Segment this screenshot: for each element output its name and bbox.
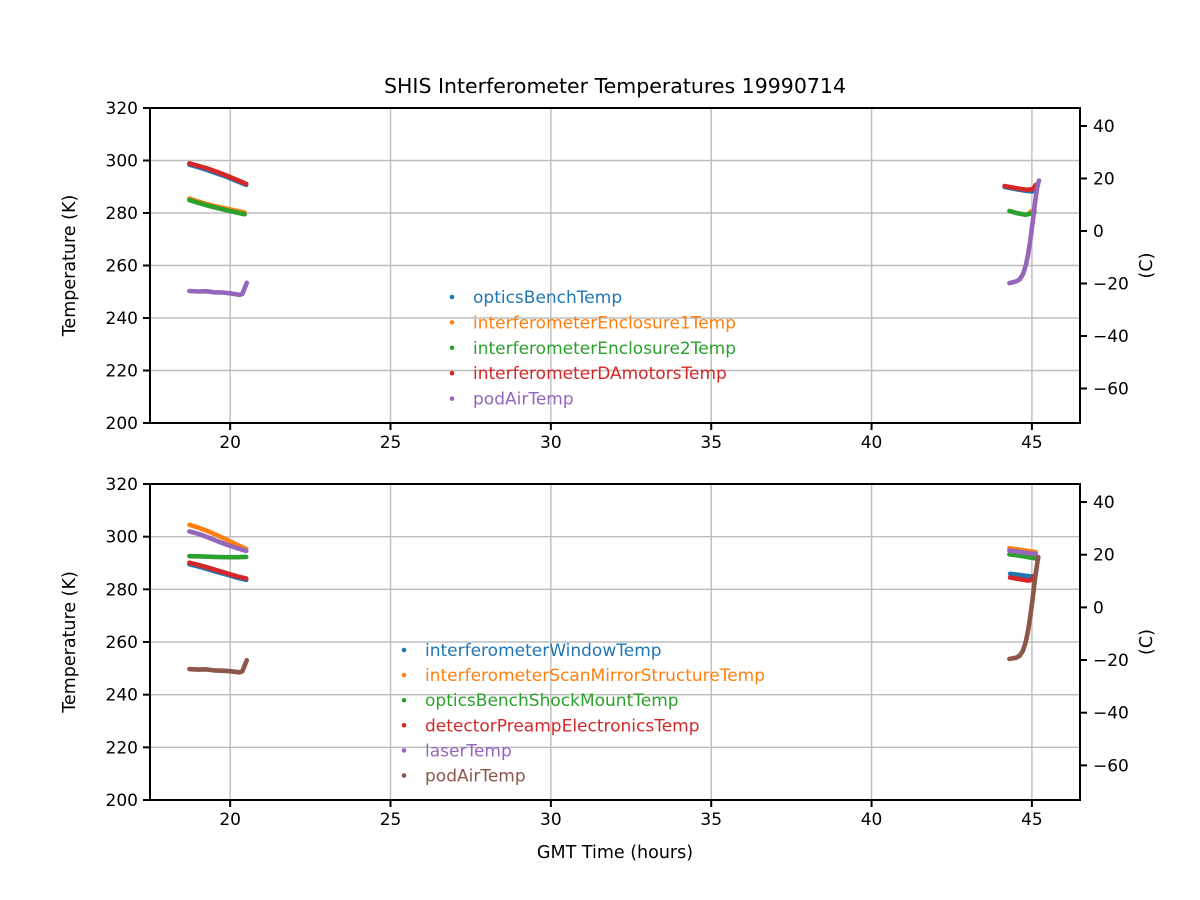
- c-tick-label-0: 0: [1093, 598, 1104, 618]
- charts-group: 20 25 30 35 40 4520022024026028030032040200−2…: [106, 99, 1129, 830]
- legend-marker-laserTemp: [401, 748, 407, 753]
- legend-label-interferometerEnclosure2Temp: interferometerEnclosure2Temp: [473, 339, 736, 359]
- series-interferometerEnclosure2Temp-seg0: [187, 197, 247, 217]
- legend-label-interferometerDAmotorsTemp: interferometerDAmotorsTemp: [473, 364, 727, 384]
- y-tick-label-260: 260: [106, 633, 138, 653]
- c-tick-label-20: 20: [1093, 169, 1115, 189]
- legend-marker-opticsBenchShockMountTemp: [401, 697, 407, 703]
- c-tick-label--40: −40: [1093, 704, 1129, 724]
- y-tick-label-300: 300: [106, 152, 138, 172]
- series-interferometerEnclosure2Temp-seg1: [1007, 208, 1037, 218]
- legend-marker-podAirTemp: [449, 396, 455, 401]
- legend-marker-interferometerScanMirrorStructureTemp: [401, 672, 407, 678]
- legend-marker-interferometerDAmotorsTemp: [449, 370, 455, 376]
- legend-label-podAirTemp: podAirTemp: [425, 767, 526, 787]
- x-axis-label: GMT Time (hours): [537, 843, 693, 863]
- y-tick-label-320: 320: [106, 475, 138, 495]
- c-tick-label--20: −20: [1093, 274, 1129, 294]
- y-tick-label-300: 300: [106, 528, 138, 548]
- series-podAirTemp-seg1: [1007, 554, 1041, 662]
- c-tick-label-40: 40: [1093, 493, 1115, 513]
- legend-marker-detectorPreampElectronicsTemp: [401, 723, 407, 728]
- legend-marker-interferometerEnclosure1Temp: [449, 320, 455, 325]
- c-tick-label-0: 0: [1093, 222, 1104, 242]
- c-tick-label--20: −20: [1093, 651, 1129, 671]
- series-laserTemp-seg1: [1007, 548, 1038, 557]
- x-tick-label-45: 45: [1021, 810, 1043, 830]
- x-tick-label-30: 30: [540, 810, 562, 830]
- x-tick-label-35: 35: [700, 810, 722, 830]
- y-tick-label-220: 220: [106, 362, 138, 382]
- y-tick-label-200: 200: [106, 791, 138, 811]
- y-tick-label-320: 320: [106, 99, 138, 119]
- series-laserTemp-seg0: [187, 529, 249, 554]
- x-tick-label-35: 35: [700, 433, 722, 453]
- legend: interferometerWindowTemp interferometerSc…: [401, 641, 765, 787]
- x-tick-label-25: 25: [380, 433, 402, 453]
- series-opticsBenchShockMountTemp-seg1: [1007, 552, 1038, 561]
- legend-marker-interferometerEnclosure2Temp: [449, 345, 455, 351]
- legend-label-interferometerEnclosure1Temp: interferometerEnclosure1Temp: [473, 313, 736, 333]
- legend-marker-podAirTemp: [401, 773, 407, 778]
- series-interferometerDAmotorsTemp-seg1: [1002, 182, 1038, 193]
- y-tick-label-240: 240: [106, 686, 138, 706]
- x-tick-label-40: 40: [861, 810, 883, 830]
- c-axis-label-bottom: (C): [1137, 629, 1157, 655]
- y-tick-label-280: 280: [106, 204, 138, 224]
- c-tick-label--60: −60: [1093, 379, 1129, 399]
- legend-label-opticsBenchTemp: opticsBenchTemp: [473, 288, 622, 308]
- legend-label-detectorPreampElectronicsTemp: detectorPreampElectronicsTemp: [425, 716, 700, 736]
- legend-label-laserTemp: laserTemp: [425, 741, 512, 761]
- legend-label-interferometerWindowTemp: interferometerWindowTemp: [425, 641, 662, 661]
- legend-marker-opticsBenchTemp: [449, 294, 455, 300]
- series-podAirTemp-seg0: [187, 280, 250, 298]
- legend: opticsBenchTemp interferometerEnclosure1T…: [449, 288, 736, 410]
- legend-marker-interferometerWindowTemp: [401, 647, 407, 653]
- subplot-bottom: 20 25 30 35 40 4520022024026028030032040200−2…: [106, 475, 1129, 830]
- legend-label-opticsBenchShockMountTemp: opticsBenchShockMountTemp: [425, 691, 679, 711]
- chart-title: SHIS Interferometer Temperatures 1999071…: [384, 74, 846, 98]
- c-tick-label--40: −40: [1093, 327, 1129, 347]
- legend-label-podAirTemp: podAirTemp: [473, 390, 574, 410]
- series-interferometerScanMirrorStructureTemp-seg0: [187, 522, 249, 552]
- series-interferometerWindowTemp-seg1: [1007, 571, 1037, 579]
- y-tick-label-260: 260: [106, 257, 138, 277]
- c-tick-label-40: 40: [1093, 117, 1115, 137]
- x-tick-label-30: 30: [540, 433, 562, 453]
- x-tick-label-25: 25: [380, 810, 402, 830]
- series-opticsBenchShockMountTemp-seg0: [187, 553, 249, 560]
- y-tick-label-280: 280: [106, 580, 138, 600]
- y-tick-label-240: 240: [106, 309, 138, 329]
- x-tick-label-20: 20: [219, 433, 241, 453]
- x-tick-label-20: 20: [219, 810, 241, 830]
- y-axis-label-bottom: Temperature (K): [60, 571, 80, 714]
- y-tick-label-200: 200: [106, 414, 138, 434]
- legend-label-interferometerScanMirrorStructureTemp: interferometerScanMirrorStructureTemp: [425, 666, 765, 686]
- x-tick-label-45: 45: [1021, 433, 1043, 453]
- series-podAirTemp-seg1: [1007, 178, 1042, 286]
- series-podAirTemp-seg0: [187, 657, 250, 675]
- series-interferometerDAmotorsTemp-seg0: [187, 161, 249, 187]
- y-tick-label-220: 220: [106, 738, 138, 758]
- x-tick-label-40: 40: [861, 433, 883, 453]
- y-axis-label-top: Temperature (K): [60, 195, 80, 338]
- c-tick-label-20: 20: [1093, 546, 1115, 566]
- c-tick-label--60: −60: [1093, 756, 1129, 776]
- c-axis-label-top: (C): [1137, 253, 1157, 279]
- subplot-top: 20 25 30 35 40 4520022024026028030032040200−2…: [106, 99, 1129, 453]
- series-detectorPreampElectronicsTemp-seg0: [187, 560, 249, 581]
